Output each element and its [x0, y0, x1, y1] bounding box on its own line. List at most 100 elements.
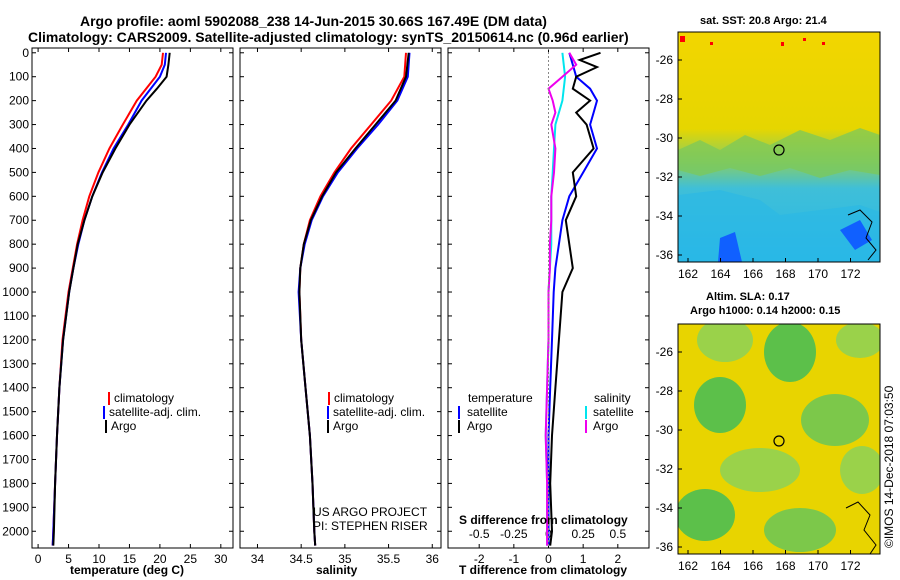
map-x-tick-label: 162: [678, 559, 698, 573]
legend-label-climatology: climatology: [114, 391, 174, 405]
x-tick-label: -2: [474, 552, 485, 566]
map-x-tick-label: 166: [743, 559, 763, 573]
map-x-tick-label: 172: [840, 559, 860, 573]
argo-float-location-marker: [773, 435, 785, 447]
map-y-tick-label: -30: [656, 423, 674, 437]
legend-label-satellite: satellite-adj. clim.: [109, 405, 201, 419]
temperature-x-axis: 0 5 10 15 20 25 30: [35, 48, 228, 566]
imos-timestamp: ©IMOS 14-Dec-2018 07:03:50: [882, 385, 896, 548]
depth-tick-label: 400: [9, 141, 29, 155]
title-line-1: Argo profile: aoml 5902088_238 14-Jun-20…: [80, 13, 547, 29]
x-tick-label: 0: [545, 552, 552, 566]
depth-tick-label: 1900: [2, 500, 29, 514]
depth-tick-label: 800: [9, 237, 29, 251]
temperature-legend: climatology satellite-adj. clim. Argo: [103, 391, 201, 433]
difference-axis-label: T difference from climatology: [459, 563, 627, 577]
depth-tick-label: 600: [9, 189, 29, 203]
legend-title-temperature: temperature: [468, 391, 533, 405]
depth-tick-label: 100: [9, 70, 29, 84]
difference-legend: temperature satellite Argo salinity sate…: [458, 391, 634, 433]
salinity-legend: climatology satellite-adj. clim. Argo US…: [313, 391, 428, 533]
series-line-salinity-argo: [544, 52, 578, 546]
temperature-panel-frame: [31, 47, 234, 549]
x-tick-label: 36: [426, 552, 440, 566]
x-tick-label: 20: [153, 552, 167, 566]
sla-anomaly-patch: [694, 377, 746, 433]
x-tick-label: 15: [123, 552, 137, 566]
series-line-argo: [298, 52, 410, 546]
map-x-tick-label: 162: [678, 267, 698, 281]
x-tick-label: 34: [251, 552, 265, 566]
map-y-tick-label: -32: [656, 462, 674, 476]
title-line-2: Climatology: CARS2009. Satellite-adjuste…: [28, 29, 629, 45]
depth-tick-label: 2000: [2, 524, 29, 538]
difference-series: [544, 51, 601, 546]
depth-tick-label: 1100: [3, 309, 29, 323]
legend-label-t-satellite: satellite: [467, 405, 508, 419]
sla-map-title-1: Altim. SLA: 0.17: [706, 291, 790, 303]
temperature-series: [51, 52, 171, 546]
series-line-temperature-argo: [549, 51, 601, 546]
credit-line-1: US ARGO PROJECT: [313, 505, 428, 519]
map-y-tick-label: -32: [656, 170, 674, 184]
depth-tick-label: 1700: [2, 452, 29, 466]
map-x-tick-label: 168: [775, 559, 795, 573]
depth-tick-label: 0: [22, 46, 29, 60]
sla-anomaly-patch: [840, 446, 880, 494]
coastline: [845, 501, 877, 554]
map-y-tick-label: -26: [656, 53, 674, 67]
map-x-tick-label: 166: [743, 267, 763, 281]
sst-map: sat. SST: 20.8 Argo: 21.4 -26 -28 -30 -32 -3…: [656, 15, 881, 281]
sst-map-title: sat. SST: 20.8 Argo: 21.4: [700, 15, 828, 27]
x-tick-label: 5: [65, 552, 72, 566]
depth-tick-label: 1000: [2, 285, 29, 299]
sst-missing-pixel: [803, 38, 806, 41]
legend-label-climatology: climatology: [334, 391, 394, 405]
depth-tick-label: 300: [9, 118, 29, 132]
depth-tick-label: 200: [9, 94, 29, 108]
depth-tick-label: 1500: [2, 405, 29, 419]
map-x-tick-label: 168: [775, 267, 795, 281]
legend-title-salinity: salinity: [594, 391, 631, 405]
map-y-tick-label: -36: [656, 248, 674, 262]
map-y-tick-label: -26: [656, 345, 674, 359]
legend-label-argo: Argo: [111, 419, 137, 433]
coastline: [847, 209, 877, 261]
sst-map-frame: [677, 31, 881, 263]
x-tick-label: -1: [509, 552, 520, 566]
x-tick-label: 10: [92, 552, 106, 566]
sla-map-title-2: Argo h1000: 0.14 h2000: 0.15: [690, 305, 840, 317]
argo-float-location-marker: [773, 144, 785, 156]
legend-label-s-satellite: satellite: [593, 405, 634, 419]
legend-label-satellite: satellite-adj. clim.: [333, 405, 425, 419]
sst-missing-pixel: [822, 42, 825, 45]
map-y-tick-label: -36: [656, 540, 674, 554]
series-line-satellite-adj-clim-: [297, 52, 411, 546]
top-x-tick-label: 0.25: [571, 527, 595, 541]
series-line-temperature-satellite: [547, 52, 599, 546]
x-tick-label: 35: [338, 552, 352, 566]
salinity-axis-label: salinity: [316, 563, 358, 577]
sst-missing-pixel: [781, 42, 784, 46]
sla-anomaly-patch: [836, 324, 880, 358]
series-line-climatology: [298, 52, 407, 546]
x-tick-label: 30: [214, 552, 228, 566]
depth-axis: 0 100 200 300 400 500 600 700 800 900 1000 1100 1200…: [2, 46, 649, 538]
map-x-tick-label: 170: [808, 267, 828, 281]
sst-x-axis: 162 164 166 168 170 172: [678, 258, 861, 281]
top-x-tick-label: -0.5: [469, 527, 490, 541]
sla-anomaly-patch: [697, 324, 753, 362]
sla-anomaly-patch: [720, 448, 800, 492]
x-tick-label: 2: [614, 552, 621, 566]
map-x-tick-label: 164: [710, 559, 730, 573]
sla-anomaly-patch: [678, 489, 735, 541]
x-tick-label: 35.5: [377, 552, 401, 566]
sla-map: Altim. SLA: 0.17 Argo h1000: 0.14 h2000:…: [656, 291, 881, 573]
sla-anomaly-patch: [801, 394, 869, 446]
map-x-tick-label: 172: [840, 267, 860, 281]
legend-label-s-argo: Argo: [593, 419, 619, 433]
map-y-tick-label: -34: [656, 209, 674, 223]
difference-top-axis-label: S difference from climatology: [459, 513, 628, 527]
depth-tick-label: 1400: [2, 381, 29, 395]
